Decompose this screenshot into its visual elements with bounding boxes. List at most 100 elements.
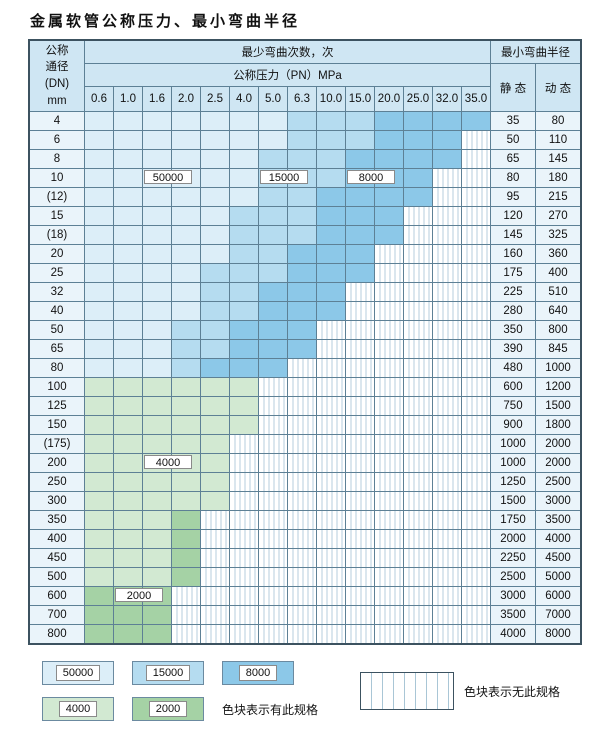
no-spec-cell (345, 510, 375, 530)
spec-cell (287, 301, 317, 321)
spec-cell (113, 225, 143, 245)
no-spec-cell (461, 339, 491, 359)
spec-cell (200, 415, 230, 435)
no-spec-cell (403, 567, 433, 587)
dn-cell: 600 (28, 586, 85, 606)
no-spec-cell (258, 453, 288, 473)
no-spec-cell (316, 529, 346, 549)
spec-cell (345, 187, 375, 207)
no-spec-cell (432, 434, 462, 454)
spec-cell (84, 263, 114, 283)
no-spec-cell (403, 282, 433, 302)
spec-cell (229, 187, 259, 207)
table-row: 15 120 270 (28, 206, 582, 226)
no-spec-cell (432, 263, 462, 283)
legend-item-15000: 15000 (132, 661, 204, 685)
spec-cell (229, 225, 259, 245)
spec-cell (142, 263, 172, 283)
no-spec-cell (258, 510, 288, 530)
spec-cell (316, 244, 346, 264)
no-spec-cell (403, 415, 433, 435)
no-spec-cell (461, 244, 491, 264)
bend-cycles-header: 最少弯曲次数，次 (84, 39, 491, 64)
pressure-col-header: 1.6 (142, 86, 172, 112)
static-radius-cell: 3500 (490, 605, 536, 625)
dynamic-radius-cell: 110 (535, 130, 582, 150)
no-spec-cell (345, 586, 375, 606)
spec-cell (84, 491, 114, 511)
spec-cell (142, 339, 172, 359)
no-spec-cell (200, 548, 230, 568)
spec-cell (316, 130, 346, 150)
table-row: 40 280 640 (28, 301, 582, 321)
spec-cell (142, 225, 172, 245)
spec-cell (142, 187, 172, 207)
dn-cell: 250 (28, 472, 85, 492)
spec-cell (113, 301, 143, 321)
spec-cell (113, 111, 143, 131)
legend: 50000 15000 8000 4000 2000 色块表示有此规格 色块表示无此规格 (42, 661, 588, 721)
no-spec-cell (374, 529, 404, 549)
table-row: 800 4000 8000 (28, 624, 582, 645)
no-spec-cell (345, 339, 375, 359)
table-row: 65 390 845 (28, 339, 582, 359)
no-spec-cell (403, 244, 433, 264)
spec-cell (200, 320, 230, 340)
dynamic-radius-cell: 2500 (535, 472, 582, 492)
no-spec-cell (374, 415, 404, 435)
no-spec-cell (345, 491, 375, 511)
spec-cell (316, 282, 346, 302)
no-spec-cell (316, 548, 346, 568)
spec-cell (229, 206, 259, 226)
no-spec-cell (403, 339, 433, 359)
spec-cell (345, 111, 375, 131)
spec-cell (113, 206, 143, 226)
spec-cell (84, 111, 114, 131)
no-spec-cell (432, 396, 462, 416)
no-spec-cell (200, 586, 230, 606)
table-row: 32 225 510 (28, 282, 582, 302)
no-spec-cell (461, 168, 491, 188)
no-spec-cell (200, 624, 230, 645)
table-row: 500 2500 5000 (28, 567, 582, 587)
spec-cell (113, 244, 143, 264)
no-spec-cell (171, 586, 201, 606)
spec-cell (258, 282, 288, 302)
no-spec-cell (287, 358, 317, 378)
no-spec-cell (258, 472, 288, 492)
spec-cell (316, 206, 346, 226)
dynamic-radius-cell: 3000 (535, 491, 582, 511)
dn-cell: 300 (28, 491, 85, 511)
no-spec-cell (432, 472, 462, 492)
spec-cell (142, 377, 172, 397)
spec-cell (432, 130, 462, 150)
pressure-col-header: 2.5 (200, 86, 230, 112)
dynamic-header: 动 态 (535, 63, 582, 112)
spec-cell (200, 282, 230, 302)
no-spec-cell (287, 548, 317, 568)
spec-cell (171, 301, 201, 321)
no-spec-cell (432, 624, 462, 645)
spec-cell (374, 187, 404, 207)
table-header: 公称 通径 (DN) mm 最少弯曲次数，次 最小弯曲半径 公称压力（PN）MP… (28, 39, 582, 112)
no-spec-cell (403, 263, 433, 283)
dynamic-radius-cell: 2000 (535, 434, 582, 454)
no-spec-cell (432, 225, 462, 245)
static-radius-cell: 145 (490, 225, 536, 245)
table-row: 8 65 145 (28, 149, 582, 169)
dn-cell: 25 (28, 263, 85, 283)
spec-cell (171, 187, 201, 207)
legend-item-4000: 4000 (42, 697, 114, 721)
dynamic-radius-cell: 640 (535, 301, 582, 321)
pressure-col-header: 2.0 (171, 86, 201, 112)
dn-cell: 500 (28, 567, 85, 587)
no-spec-cell (461, 358, 491, 378)
spec-cell (200, 263, 230, 283)
pressure-values-row: 0.6 1.0 1.6 2.0 2.5 4.0 5.0 6.3 10.0 15.0 20.0 25.0… (29, 86, 581, 112)
spec-cell (258, 244, 288, 264)
spec-cell (374, 111, 404, 131)
spec-cell (200, 206, 230, 226)
spec-cell (171, 225, 201, 245)
spec-cell (142, 320, 172, 340)
no-spec-cell (229, 567, 259, 587)
